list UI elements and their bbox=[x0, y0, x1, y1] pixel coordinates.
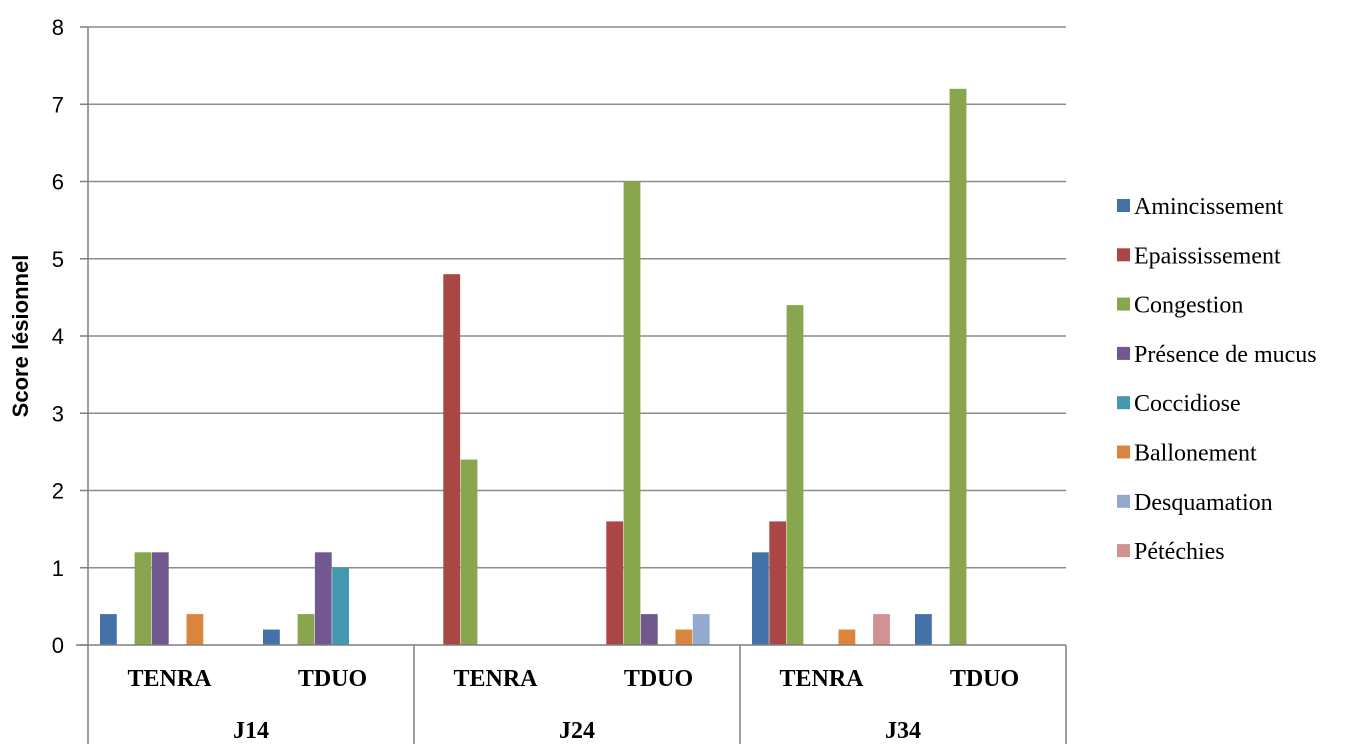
y-tick-label: 0 bbox=[52, 633, 64, 658]
legend: Amincissement Epaississement Congestion Pré… bbox=[1117, 194, 1317, 565]
bar-p-t-chies bbox=[873, 614, 890, 645]
x-category-label: TDUO bbox=[950, 666, 1019, 692]
bar-epaississement bbox=[443, 274, 461, 645]
y-tick-label: 8 bbox=[52, 15, 64, 40]
x-category-label: TDUO bbox=[298, 666, 367, 692]
bar-congestion bbox=[134, 552, 152, 645]
bar-congestion bbox=[460, 459, 478, 645]
bar-epaississement bbox=[606, 521, 624, 645]
y-tick-label: 7 bbox=[52, 92, 64, 117]
bar-congestion bbox=[786, 305, 804, 645]
bar-congestion bbox=[623, 181, 641, 645]
bar-amincissement bbox=[915, 614, 932, 645]
legend-swatch bbox=[1117, 346, 1130, 360]
x-group-label: J34 bbox=[885, 718, 921, 744]
legend-label: Amincissement bbox=[1134, 194, 1284, 220]
bar-ballonement bbox=[838, 629, 856, 645]
legend-swatch bbox=[1117, 396, 1130, 410]
bar-amincissement bbox=[752, 552, 769, 645]
bar-coccidiose bbox=[332, 567, 349, 645]
y-tick-labels: 0 1 2 3 4 5 6 7 8 bbox=[52, 15, 64, 658]
y-tick-label: 4 bbox=[52, 324, 64, 349]
legend-swatch bbox=[1117, 544, 1130, 558]
bars bbox=[100, 88, 967, 646]
x-category-label: TENRA bbox=[779, 666, 864, 692]
bar-congestion bbox=[297, 614, 315, 645]
legend-label: Epaississement bbox=[1134, 243, 1281, 269]
bar-desquamation bbox=[692, 614, 710, 645]
legend-swatch bbox=[1117, 445, 1130, 459]
x-group-label: J14 bbox=[233, 718, 269, 744]
y-tick-label: 5 bbox=[52, 247, 64, 272]
bar-ballonement bbox=[186, 614, 204, 645]
legend-label: Présence de mucus bbox=[1134, 342, 1317, 368]
gridlines bbox=[88, 26, 1066, 569]
x-category-label: TENRA bbox=[127, 666, 212, 692]
legend-label: Pétéchies bbox=[1134, 539, 1225, 565]
bar-congestion bbox=[949, 88, 967, 646]
axes bbox=[76, 26, 1067, 744]
legend-swatch bbox=[1117, 297, 1130, 311]
legend-swatch bbox=[1117, 494, 1130, 508]
x-category-label: TDUO bbox=[624, 666, 693, 692]
bar-pr-sence-de-mucus bbox=[640, 614, 658, 645]
y-tick-label: 6 bbox=[52, 170, 64, 195]
bar-amincissement bbox=[100, 614, 117, 645]
bar-amincissement bbox=[263, 629, 280, 645]
bar-pr-sence-de-mucus bbox=[314, 552, 332, 645]
x-category-labels: TENRA TDUO J14 TENRA TDUO J24 TENRA TDUO J34 bbox=[127, 666, 1019, 744]
x-category-label: TENRA bbox=[453, 666, 538, 692]
y-axis-label: Score lésionnel bbox=[8, 255, 33, 418]
y-tick-label: 2 bbox=[52, 479, 64, 504]
y-tick-label: 1 bbox=[52, 556, 64, 581]
legend-label: Desquamation bbox=[1134, 490, 1273, 516]
legend-swatch bbox=[1117, 199, 1130, 212]
bar-ballonement bbox=[675, 629, 693, 645]
legend-label: Ballonement bbox=[1134, 441, 1257, 467]
legend-label: Coccidiose bbox=[1134, 391, 1241, 417]
bar-epaississement bbox=[769, 521, 787, 645]
y-tick-label: 3 bbox=[52, 401, 64, 426]
x-group-label: J24 bbox=[559, 718, 595, 744]
legend-swatch bbox=[1117, 248, 1130, 262]
legend-label: Congestion bbox=[1134, 293, 1243, 319]
bar-pr-sence-de-mucus bbox=[151, 552, 169, 645]
